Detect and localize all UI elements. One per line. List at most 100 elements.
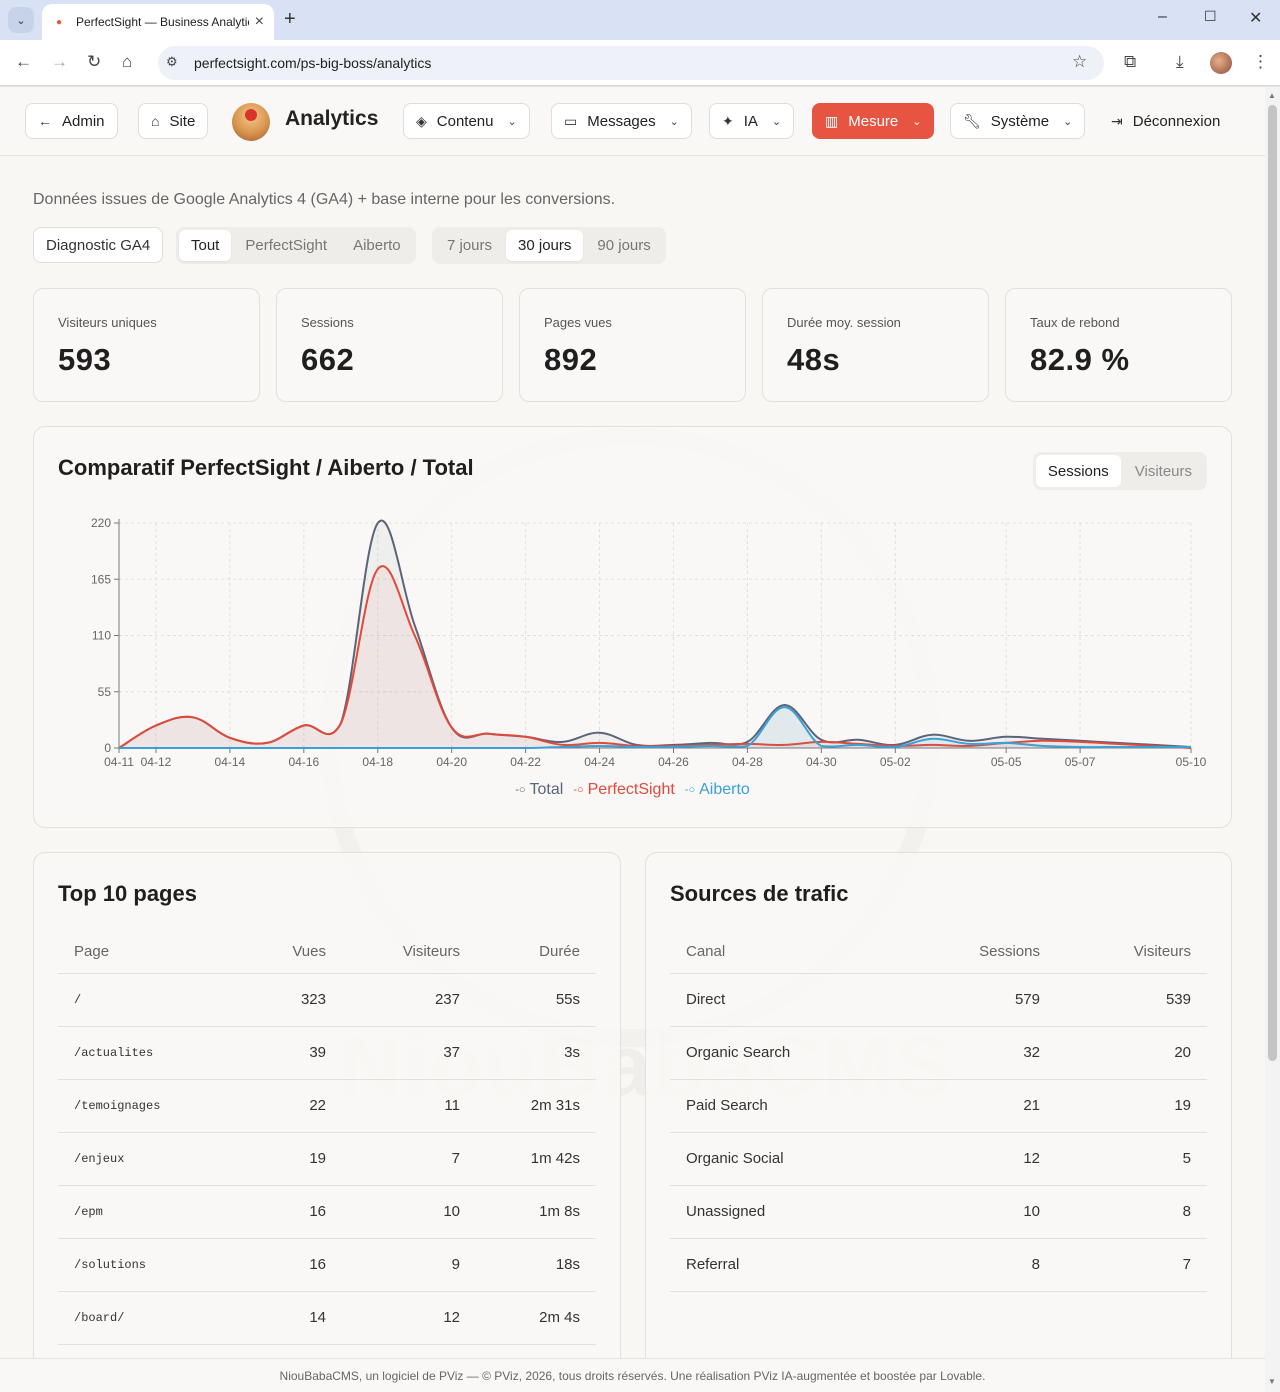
legend-marker-icon: -○ bbox=[573, 784, 584, 796]
page-scrollbar[interactable]: ▲ ▼ bbox=[1265, 87, 1280, 1392]
forward-icon[interactable]: → bbox=[51, 52, 68, 71]
source-sessions: 21 bbox=[890, 1079, 1040, 1133]
page-duration: 18s bbox=[460, 1238, 596, 1292]
x-tick-label: 04-12 bbox=[141, 755, 172, 769]
new-tab-icon[interactable]: + bbox=[284, 8, 296, 30]
close-tab-icon[interactable]: × bbox=[254, 13, 264, 30]
url-input[interactable]: perfectsight.com/ps-big-boss/analytics bbox=[158, 46, 1104, 80]
admin-button[interactable]: ← Admin bbox=[25, 103, 118, 139]
chevron-down-icon: ⌄ bbox=[771, 115, 782, 128]
tab-search-dropdown[interactable]: ⌄ bbox=[8, 7, 34, 33]
top-pages-table: Page Vues Visiteurs Durée /323 237 55s/act… bbox=[58, 931, 596, 1345]
download-icon[interactable]: ⤓ bbox=[1176, 52, 1184, 71]
home-icon[interactable]: ⌂ bbox=[122, 52, 133, 71]
x-tick-label: 04-22 bbox=[510, 755, 541, 769]
bookmark-star-icon[interactable]: ☆ bbox=[1072, 52, 1088, 71]
messages-menu[interactable]: ▭ Messages ⌄ bbox=[551, 103, 692, 139]
scroll-up-icon[interactable]: ▲ bbox=[1268, 91, 1276, 100]
mesure-menu[interactable]: ▥ Mesure ⌄ bbox=[812, 103, 935, 139]
logout-button[interactable]: ⇥ Déconnexion bbox=[1099, 103, 1232, 139]
page-duration: 3s bbox=[460, 1026, 596, 1080]
col-canal: Canal bbox=[670, 931, 890, 974]
x-tick-label: 04-16 bbox=[288, 755, 319, 769]
extensions-icon[interactable]: ⧉ bbox=[1124, 52, 1137, 71]
period-7-jours[interactable]: 7 jours bbox=[447, 237, 493, 254]
toggle-visiteurs[interactable]: Visiteurs bbox=[1134, 462, 1192, 480]
table-row: Direct 579 539 bbox=[670, 973, 1207, 1027]
site-info-icon[interactable]: ⚙ bbox=[166, 54, 178, 69]
chevron-down-icon: ⌄ bbox=[669, 115, 679, 128]
diagnostic-ga4-button[interactable]: Diagnostic GA4 bbox=[33, 227, 164, 263]
period-30-jours[interactable]: 30 jours bbox=[506, 230, 584, 261]
x-tick-label: 05-05 bbox=[991, 755, 1022, 769]
legend-aiberto[interactable]: -○ Aiberto bbox=[685, 781, 750, 799]
reload-icon[interactable]: ↻ bbox=[87, 52, 102, 71]
page-visitors: 9 bbox=[326, 1238, 460, 1292]
systeme-menu[interactable]: 🔧︎ Système ⌄ bbox=[950, 103, 1086, 139]
page-visitors: 10 bbox=[326, 1185, 460, 1239]
minimize-icon[interactable]: – bbox=[1158, 8, 1167, 25]
y-tick-label: 55 bbox=[98, 685, 112, 699]
x-tick-label: 04-30 bbox=[806, 755, 837, 769]
series-area-total bbox=[119, 520, 1191, 748]
scope-aiberto[interactable]: Aiberto bbox=[353, 237, 401, 254]
source-visitors: 8 bbox=[1040, 1185, 1207, 1239]
page-visitors: 237 bbox=[326, 973, 460, 1027]
line-chart: 0 55 110 165 220 04-11 04-12 04-14 04-16 04-18 04-… bbox=[91, 516, 1207, 769]
toggle-sessions[interactable]: Sessions bbox=[1035, 455, 1121, 487]
kpi-label: Visiteurs uniques bbox=[58, 315, 157, 330]
page-visitors: 11 bbox=[326, 1079, 460, 1133]
menu-kebab-icon[interactable]: ⋮ bbox=[1252, 52, 1269, 71]
profile-avatar[interactable] bbox=[1210, 52, 1232, 74]
scope-perfectsight[interactable]: PerfectSight bbox=[245, 237, 328, 254]
chevron-down-icon: ⌄ bbox=[507, 115, 517, 128]
logout-label: Déconnexion bbox=[1132, 112, 1221, 130]
legend-total[interactable]: -○ Total bbox=[515, 781, 563, 799]
kpi-pages-vues: Pages vues 892 bbox=[519, 288, 746, 402]
legend-marker-icon: -○ bbox=[684, 784, 696, 796]
legend-perfectsight[interactable]: -○ PerfectSight bbox=[573, 781, 674, 799]
chevron-down-icon: ⌄ bbox=[912, 115, 922, 128]
kpi-taux-de-rebond: Taux de rebond 82.9 % bbox=[1005, 288, 1232, 402]
period-90-jours[interactable]: 90 jours bbox=[597, 237, 651, 254]
y-tick-label: 0 bbox=[104, 741, 111, 755]
source-channel: Organic Social bbox=[670, 1132, 890, 1186]
diagnostic-label: Diagnostic GA4 bbox=[46, 236, 151, 254]
scroll-down-icon[interactable]: ▼ bbox=[1268, 1377, 1276, 1386]
tab-title: PerfectSight — Business Analytics bbox=[76, 15, 249, 29]
scope-tout[interactable]: Tout bbox=[179, 230, 232, 261]
x-tick-label: 04-26 bbox=[658, 755, 689, 769]
maximize-icon[interactable]: ☐ bbox=[1204, 8, 1217, 24]
table-row: /actualites 39 37 3s bbox=[58, 1026, 596, 1080]
page-views: 19 bbox=[208, 1132, 326, 1186]
brand-title: Analytics bbox=[285, 107, 379, 130]
page-views: 16 bbox=[208, 1185, 326, 1239]
browser-tab[interactable]: ● PerfectSight — Business Analytics × bbox=[42, 4, 274, 40]
kpi-label: Sessions bbox=[301, 315, 354, 330]
page-path: / bbox=[58, 973, 208, 1027]
x-tick-label: 04-28 bbox=[732, 755, 763, 769]
contenu-menu[interactable]: ◈ Contenu ⌄ bbox=[403, 103, 530, 139]
page-duration: 55s bbox=[460, 973, 596, 1027]
col-visiteurs: Visiteurs bbox=[326, 931, 460, 974]
site-button[interactable]: ⌂ Site bbox=[138, 103, 209, 139]
kpi-sessions: Sessions 662 bbox=[276, 288, 503, 402]
x-tick-label: 04-24 bbox=[584, 755, 615, 769]
table-header-row: Canal Sessions Visiteurs bbox=[670, 931, 1207, 974]
kpi-label: Taux de rebond bbox=[1030, 315, 1120, 330]
footer: NiouBabaCMS, un logiciel de PViz — © PVi… bbox=[0, 1358, 1265, 1392]
back-icon[interactable]: ← bbox=[15, 52, 32, 71]
legend-label: PerfectSight bbox=[587, 781, 675, 798]
page-views: 16 bbox=[208, 1238, 326, 1292]
scrollbar-thumb[interactable] bbox=[1268, 105, 1277, 1061]
kpi-value: 82.9 % bbox=[1030, 342, 1130, 377]
table-row: Organic Search 32 20 bbox=[670, 1026, 1207, 1080]
ia-menu[interactable]: ✦ IA ⌄ bbox=[709, 103, 795, 139]
kpi-value: 48s bbox=[787, 342, 841, 377]
close-window-icon[interactable]: ✕ bbox=[1249, 10, 1263, 27]
kpi-label: Durée moy. session bbox=[787, 315, 901, 330]
chart-legend: -○ Total -○ PerfectSight -○ Aiberto bbox=[34, 781, 1231, 799]
table-row: /temoignages 22 11 2m 31s bbox=[58, 1079, 596, 1133]
page-duration: 2m 4s bbox=[460, 1291, 596, 1345]
table-row: Organic Social 12 5 bbox=[670, 1132, 1207, 1186]
